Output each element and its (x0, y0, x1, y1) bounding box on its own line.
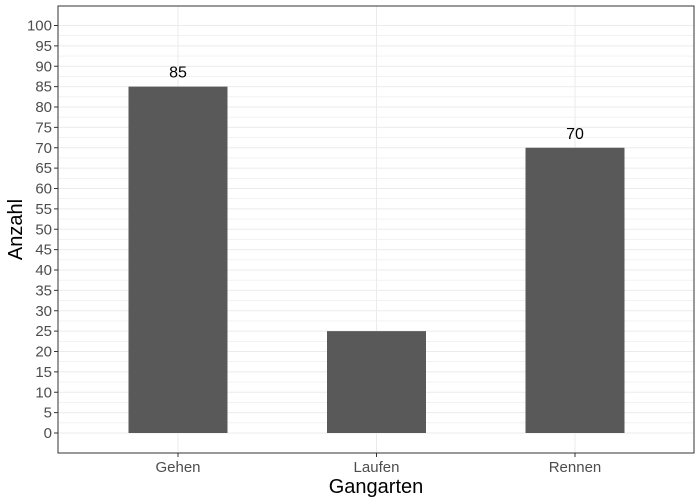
y-tick-label: 100 (27, 18, 52, 35)
data-labels: 85 70 (169, 65, 584, 143)
y-tick-label: 90 (35, 58, 52, 75)
x-axis-ticks: Gehen Laufen Rennen (155, 453, 601, 476)
y-axis-title: Anzahl (5, 199, 27, 260)
bar-gehen (128, 86, 228, 433)
y-tick-label: 65 (35, 160, 52, 177)
data-label-gehen: 85 (169, 65, 187, 82)
y-tick-label: 5 (44, 405, 52, 422)
bar-laufen (327, 331, 426, 433)
y-tick-label: 55 (35, 201, 52, 218)
bar-rennen (525, 147, 625, 433)
y-tick-label: 95 (35, 38, 52, 55)
y-tick-label: 75 (35, 119, 52, 136)
y-axis-ticks: 0 5 10 15 20 25 30 35 40 45 50 55 60 65 70 75 80 85 90 95 10… (27, 18, 58, 442)
x-tick-label-rennen: Rennen (549, 459, 602, 476)
y-tick-label: 60 (35, 181, 52, 198)
y-tick-label: 80 (35, 99, 52, 116)
y-tick-label: 10 (35, 384, 52, 401)
y-tick-label: 70 (35, 140, 52, 157)
y-tick-label: 25 (35, 323, 52, 340)
y-tick-label: 20 (35, 344, 52, 361)
y-tick-label: 35 (35, 282, 52, 299)
x-tick-label-laufen: Laufen (354, 459, 400, 476)
x-tick-label-gehen: Gehen (155, 459, 200, 476)
y-tick-label: 0 (44, 425, 52, 442)
bars (128, 86, 625, 433)
y-tick-label: 30 (35, 303, 52, 320)
y-tick-label: 50 (35, 221, 52, 238)
y-tick-label: 45 (35, 242, 52, 259)
y-tick-label: 15 (35, 364, 52, 381)
data-label-rennen: 70 (566, 126, 584, 143)
x-axis-title: Gangarten (329, 476, 424, 498)
y-tick-label: 85 (35, 79, 52, 96)
y-tick-label: 40 (35, 262, 52, 279)
